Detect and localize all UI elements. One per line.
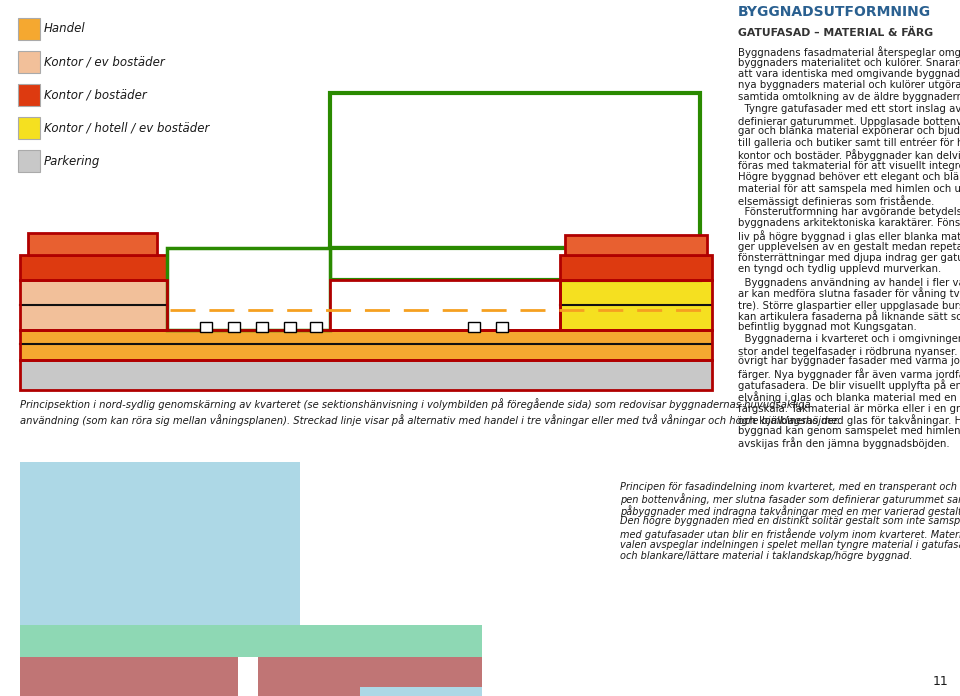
Text: en tyngd och tydlig upplevd murverkan.: en tyngd och tydlig upplevd murverkan.	[738, 264, 941, 274]
Text: Byggnadens användning av handel i fler våning-: Byggnadens användning av handel i fler v…	[738, 276, 960, 288]
Text: Kontor / hotell / ev bostäder: Kontor / hotell / ev bostäder	[44, 122, 209, 134]
Text: 11: 11	[932, 675, 948, 688]
Text: och blankare/lättare material i taklandskap/högre byggnad.: och blankare/lättare material i taklands…	[620, 551, 913, 561]
Text: till galleria och butiker samt till entréer för hotell,: till galleria och butiker samt till entr…	[738, 138, 960, 148]
Bar	[496, 322, 508, 332]
Bar	[360, 687, 482, 696]
Bar	[18, 84, 40, 106]
Text: samtida omtolkning av de äldre byggnaderna.: samtida omtolkning av de äldre byggnader…	[738, 92, 960, 102]
Text: med gatufasader utan blir en fristående volym inom kvarteret. Material-: med gatufasader utan blir en fristående …	[620, 528, 960, 540]
Text: byggnaders materialitet och kulörer. Snarare än: byggnaders materialitet och kulörer. Sna…	[738, 58, 960, 68]
Bar	[20, 280, 167, 330]
Text: tre). Större glaspartier eller uppglasade burspråk: tre). Större glaspartier eller uppglasad…	[738, 299, 960, 311]
Text: Principsektion i nord-sydlig genomskärning av kvarteret (se sektionshänvisning i: Principsektion i nord-sydlig genomskärni…	[20, 398, 840, 426]
Text: Kontor / ev bostäder: Kontor / ev bostäder	[44, 56, 165, 68]
Text: byggnadens arkitektoniska karaktärer. Fönster i: byggnadens arkitektoniska karaktärer. Fö…	[738, 219, 960, 228]
Bar	[284, 322, 296, 332]
Bar	[20, 625, 482, 657]
Bar	[330, 248, 700, 280]
Text: BYGGNADSUTFORMNING: BYGGNADSUTFORMNING	[738, 5, 931, 19]
Bar	[330, 280, 560, 330]
Bar	[228, 322, 240, 332]
Text: nya byggnaders material och kulörer utgöra en: nya byggnaders material och kulörer utgö…	[738, 81, 960, 90]
Bar	[256, 322, 268, 332]
Text: stor andel tegelfasader i rödbruna nyanser. Även i: stor andel tegelfasader i rödbruna nyans…	[738, 345, 960, 357]
Text: kontor och bostäder. Påbyggnader kan delvis ut-: kontor och bostäder. Påbyggnader kan del…	[738, 150, 960, 161]
Text: och kombineras med glas för takvåningar. Högre: och kombineras med glas för takvåningar.…	[738, 414, 960, 426]
Text: färgskala. Takmaterial är mörka eller i en gråskala: färgskala. Takmaterial är mörka eller i …	[738, 402, 960, 414]
Bar	[330, 93, 700, 248]
Bar	[28, 233, 157, 255]
Text: material för att samspela med himlen och upplev-: material för att samspela med himlen och…	[738, 184, 960, 194]
Text: övrigt har byggnader fasader med varma jordfärga: övrigt har byggnader fasader med varma j…	[738, 356, 960, 367]
Text: byggnad kan genom samspelet med himlen tydligt: byggnad kan genom samspelet med himlen t…	[738, 425, 960, 436]
Text: elsemässigt definieras som fristående.: elsemässigt definieras som fristående.	[738, 196, 934, 207]
Bar	[560, 280, 712, 330]
Bar	[167, 248, 330, 330]
Text: Tyngre gatufasader med ett stort inslag av tegel: Tyngre gatufasader med ett stort inslag …	[738, 104, 960, 113]
Bar	[18, 51, 40, 73]
Text: definierar gaturummet. Uppglasade bottenvånin-: definierar gaturummet. Uppglasade botten…	[738, 115, 960, 127]
Text: liv på högre byggnad i glas eller blanka material: liv på högre byggnad i glas eller blanka…	[738, 230, 960, 242]
Text: kan artikulera fasaderna på liknande sätt som för: kan artikulera fasaderna på liknande sät…	[738, 310, 960, 322]
Bar	[18, 18, 40, 40]
Bar	[310, 322, 322, 332]
Text: Den högre byggnaden med en distinkt solitär gestalt som inte samspelas: Den högre byggnaden med en distinkt soli…	[620, 516, 960, 526]
Text: ger upplevelsen av en gestalt medan repetativa: ger upplevelsen av en gestalt medan repe…	[738, 242, 960, 251]
Bar	[560, 255, 712, 280]
Bar	[20, 657, 238, 696]
Text: GATUFASAD – MATERIAL & FÄRG: GATUFASAD – MATERIAL & FÄRG	[738, 28, 933, 38]
Bar	[20, 462, 300, 625]
Bar	[200, 322, 212, 332]
Bar	[258, 657, 482, 696]
Text: Fönsterutformning har avgörande betydelse för: Fönsterutformning har avgörande betydels…	[738, 207, 960, 217]
Text: pen bottenvåning, mer slutna fasader som definierar gaturummet samt: pen bottenvåning, mer slutna fasader som…	[620, 493, 960, 505]
Text: gar och blanka material exponerar och bjuder in: gar och blanka material exponerar och bj…	[738, 127, 960, 136]
Bar	[20, 330, 712, 360]
Text: gatufasadera. De blir visuellt upplyfta på en sock-: gatufasadera. De blir visuellt upplyfta …	[738, 379, 960, 391]
Text: Byggnadens fasadmaterial återspeglar omgivande: Byggnadens fasadmaterial återspeglar omg…	[738, 46, 960, 58]
Text: Kontor / bostäder: Kontor / bostäder	[44, 88, 147, 102]
Text: Parkering: Parkering	[44, 155, 101, 168]
Text: ar kan medföra slutna fasader för våning två (ev: ar kan medföra slutna fasader för våning…	[738, 287, 960, 299]
Text: avskijas från den jämna byggnadsböjden.: avskijas från den jämna byggnadsböjden.	[738, 437, 949, 449]
Bar	[565, 235, 707, 255]
Bar	[20, 280, 167, 330]
Bar	[18, 150, 40, 172]
Bar	[20, 360, 712, 390]
Text: färger. Nya byggnader får även varma jordfärger i: färger. Nya byggnader får även varma jor…	[738, 368, 960, 380]
Bar	[20, 255, 167, 280]
Text: valen avspeglar indelningen i spelet mellan tyngre material i gatufasader: valen avspeglar indelningen i spelet mel…	[620, 539, 960, 550]
Text: Högre byggnad behöver ett elegant och blänkande: Högre byggnad behöver ett elegant och bl…	[738, 173, 960, 182]
Text: Principen för fasadindelning inom kvarteret, med en transperant och öp-: Principen för fasadindelning inom kvarte…	[620, 482, 960, 492]
Text: att vara identiska med omgivande byggnader ska: att vara identiska med omgivande byggnad…	[738, 69, 960, 79]
Text: fönsterrättningar med djupa indrag ger gatufasader: fönsterrättningar med djupa indrag ger g…	[738, 253, 960, 263]
Text: föras med takmaterial för att visuellt integreras.: föras med takmaterial för att visuellt i…	[738, 161, 960, 171]
Text: elvåning i glas och blanka material med en kallare: elvåning i glas och blanka material med …	[738, 391, 960, 403]
Text: befintlig byggnad mot Kungsgatan.: befintlig byggnad mot Kungsgatan.	[738, 322, 917, 332]
Bar	[560, 280, 712, 330]
Text: påbyggnader med indragna takvåningar med en mer varierad gestaltning.: påbyggnader med indragna takvåningar med…	[620, 505, 960, 517]
Bar	[18, 117, 40, 139]
Text: Byggnaderna i kvarteret och i omgivningen har: Byggnaderna i kvarteret och i omgivninge…	[738, 333, 960, 344]
Bar	[468, 322, 480, 332]
Bar	[20, 330, 712, 360]
Text: Handel: Handel	[44, 22, 85, 35]
